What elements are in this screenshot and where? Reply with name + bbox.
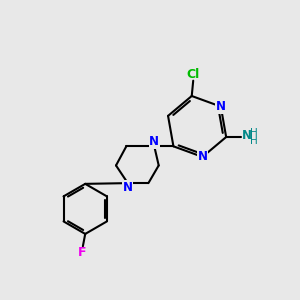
Text: N: N (197, 150, 208, 164)
Text: H: H (250, 128, 258, 138)
Text: N: N (216, 100, 226, 113)
Text: N: N (242, 129, 252, 142)
Text: H: H (250, 136, 258, 146)
Text: Cl: Cl (187, 68, 200, 81)
Text: N: N (149, 135, 159, 148)
Text: N: N (123, 181, 133, 194)
Text: F: F (78, 246, 86, 259)
